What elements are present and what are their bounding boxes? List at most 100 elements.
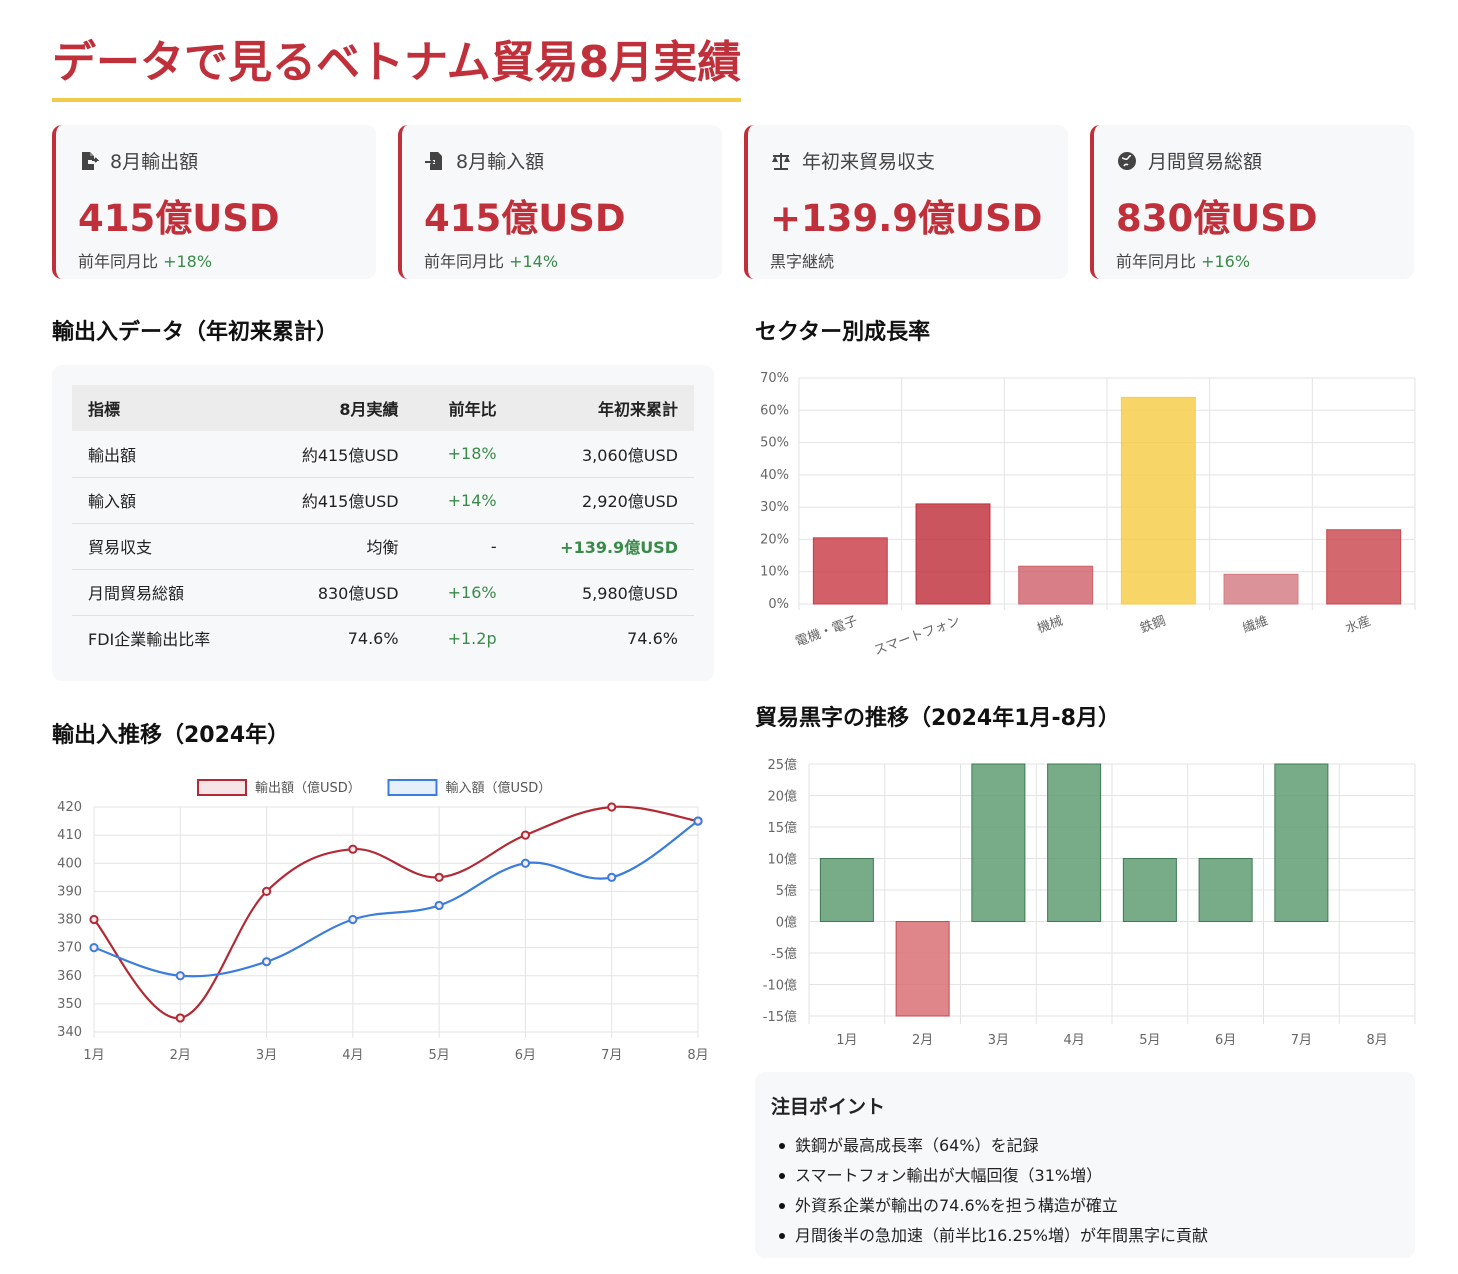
bar	[819, 858, 874, 922]
kpi-label: 8月輸入額	[456, 151, 545, 173]
x-tick-label: 2月	[912, 1033, 933, 1048]
kpi-value: 415億USD	[424, 197, 626, 240]
table-cell: +139.9億USD	[512, 523, 694, 570]
list-item: 鉄鋼が最高成長率（64%）を記録	[771, 1131, 1399, 1161]
table-cell: +14%	[414, 477, 513, 524]
data-point	[693, 816, 703, 826]
table-cell: +16%	[414, 569, 513, 616]
kpi-card-import: 8月輸入額 415億USD 前年同月比 +14%	[398, 125, 722, 279]
kpi-sub: 黒字継続	[770, 252, 835, 271]
x-tick-label: 6月	[515, 1048, 536, 1063]
data-table-card: 指標 8月実績 前年比 年初来累計 輸出額 約415億USD +18% 3,06…	[52, 365, 714, 681]
bar	[1326, 529, 1402, 605]
y-tick-label: -15億	[763, 1009, 797, 1025]
bar	[971, 763, 1026, 922]
kpi-label: 年初来貿易収支	[802, 151, 936, 173]
data-point	[434, 900, 444, 911]
kpi-delta: +14%	[509, 252, 559, 271]
data-point	[261, 957, 272, 967]
x-tick-label: 機械	[1035, 614, 1065, 637]
table-cell: -	[414, 523, 513, 570]
bar	[915, 503, 991, 605]
page-title: データで見るベトナム貿易8月実績	[52, 26, 742, 102]
table-cell: 74.6%	[627, 628, 678, 648]
kpi-card-balance: 年初来貿易収支 +139.9億USD 黒字継続	[744, 125, 1068, 279]
table-cell: 2,920億USD	[512, 477, 694, 524]
table-header-cell: 前年比	[414, 385, 513, 431]
table-cell: 月間貿易総額	[72, 569, 259, 616]
trend-section-title: 輸出入推移（2024年）	[52, 723, 290, 748]
bar	[1223, 573, 1299, 605]
y-tick-label: 390	[57, 884, 82, 899]
list-item: スマートフォン輸出が大幅回復（31%増）	[771, 1161, 1399, 1191]
kpi-delta: +16%	[1201, 252, 1251, 271]
x-tick-label: 5月	[1139, 1033, 1160, 1048]
kpi-delta: +18%	[163, 252, 213, 271]
y-tick-label: 70%	[760, 371, 789, 386]
table-header-row: 指標 8月実績 前年比 年初来累計	[72, 385, 694, 431]
x-tick-label: 1月	[836, 1033, 857, 1048]
x-tick-label: 4月	[1063, 1033, 1084, 1048]
y-tick-label: 10億	[767, 852, 797, 868]
table-row: FDI企業輸出比率 74.6% +1.2p 74.6%	[72, 615, 694, 661]
data-point	[348, 844, 358, 854]
bar	[1120, 396, 1196, 605]
globe-icon	[1118, 151, 1136, 170]
data-point	[520, 858, 531, 868]
x-tick-label: スマートフォン	[872, 614, 962, 659]
surplus-section-title: 貿易黒字の推移（2024年1月-8月）	[755, 706, 1120, 731]
kpi-card-total: 月間貿易総額 830億USD 前年同月比 +16%	[1090, 125, 1414, 279]
y-tick-label: -10億	[763, 978, 797, 994]
table-row: 貿易収支 均衡 - +139.9億USD	[72, 523, 694, 570]
table-row: 月間貿易総額 830億USD +16% 5,980億USD	[72, 569, 694, 616]
x-tick-label: 3月	[256, 1048, 277, 1063]
data-point	[175, 971, 185, 981]
x-tick-label: 3月	[988, 1033, 1009, 1048]
table-row: 輸入額 約415億USD +14% 2,920億USD	[72, 477, 694, 524]
kpi-card-export: 8月輸出額 415億USD 前年同月比 +18%	[52, 125, 376, 279]
y-tick-label: 0%	[768, 597, 789, 612]
kpi-label: 8月輸出額	[110, 151, 199, 173]
x-tick-label: 繊維	[1240, 613, 1270, 637]
legend-label: 輸出額（億USD）	[255, 780, 361, 796]
y-tick-label: 20億	[767, 789, 797, 805]
trade-surplus-chart: -15億 -10億 -5億 0億 5億 10億 15億 20億 25億 1月 2月 3月 4月 5月 6月 7…	[763, 757, 1416, 1048]
table-header-cell: 年初来累計	[512, 385, 694, 431]
y-tick-label: 380	[57, 913, 82, 928]
x-tick-label: 8月	[1366, 1033, 1387, 1048]
table-cell: FDI企業輸出比率	[88, 630, 211, 650]
data-point	[607, 872, 617, 882]
data-point	[607, 802, 617, 812]
legend-swatch	[387, 779, 438, 796]
y-tick-label: 340	[57, 1025, 82, 1040]
y-tick-label: 15億	[767, 820, 797, 836]
sector-growth-chart: 0% 10% 20% 30% 40% 50% 60% 70% 電機・電子 スマートフォン 機械 鉄鋼 繊…	[760, 371, 1416, 659]
data-point	[520, 830, 531, 840]
bar	[1198, 858, 1253, 922]
trade-trend-chart: 340 350 360 370 380 390 400 410 420 1月 2月 3月 4月 5月 6月 7…	[57, 779, 709, 1063]
data-point	[348, 914, 358, 925]
kpi-value: +139.9億USD	[770, 197, 1043, 240]
x-tick-label: 7月	[1291, 1033, 1312, 1048]
kpi-sub: 前年同月比 +16%	[1116, 252, 1251, 271]
kpi-value: 415億USD	[78, 197, 280, 240]
table-cell: 均衡	[258, 523, 415, 570]
bar	[1274, 763, 1329, 922]
y-tick-label: 360	[57, 969, 82, 984]
bar	[1122, 858, 1177, 922]
table-cell: 830億USD	[258, 569, 415, 616]
series-line	[93, 820, 699, 978]
table-cell: +18%	[414, 431, 513, 478]
bar	[812, 537, 888, 605]
x-tick-label: 水産	[1343, 613, 1373, 637]
kpi-value: 830億USD	[1116, 197, 1318, 240]
table-section-title: 輸出入データ（年初来累計）	[52, 320, 339, 345]
trade-data-table: 指標 8月実績 前年比 年初来累計 輸出額 約415億USD +18% 3,06…	[72, 385, 694, 661]
x-tick-label: 1月	[83, 1048, 104, 1063]
data-point	[89, 914, 99, 925]
table-header-cell: 指標	[72, 385, 259, 431]
y-tick-label: 50%	[760, 436, 789, 451]
y-tick-label: 370	[57, 941, 82, 956]
bar	[1018, 565, 1094, 605]
y-tick-label: 0億	[776, 915, 797, 931]
